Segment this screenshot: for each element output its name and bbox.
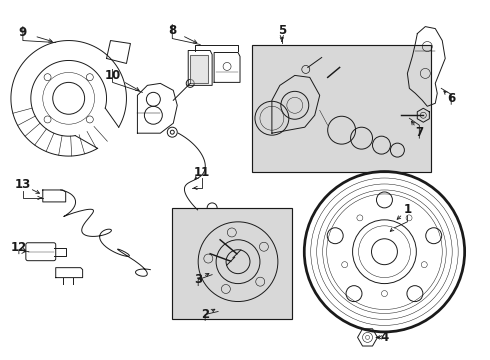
Text: 7: 7 [415,126,423,139]
Text: 10: 10 [104,69,121,82]
Bar [172,208,292,319]
Text: 2: 2 [201,308,209,321]
Text: 12: 12 [11,241,27,254]
Text: 9: 9 [19,26,27,39]
Bar [252,45,431,172]
Text: 5: 5 [278,24,286,37]
Text: 1: 1 [403,203,412,216]
Text: 13: 13 [15,179,31,192]
Text: 4: 4 [380,331,389,344]
Text: 11: 11 [194,166,210,179]
Text: 8: 8 [168,24,176,37]
Text: 3: 3 [194,273,202,286]
Text: 6: 6 [447,92,455,105]
